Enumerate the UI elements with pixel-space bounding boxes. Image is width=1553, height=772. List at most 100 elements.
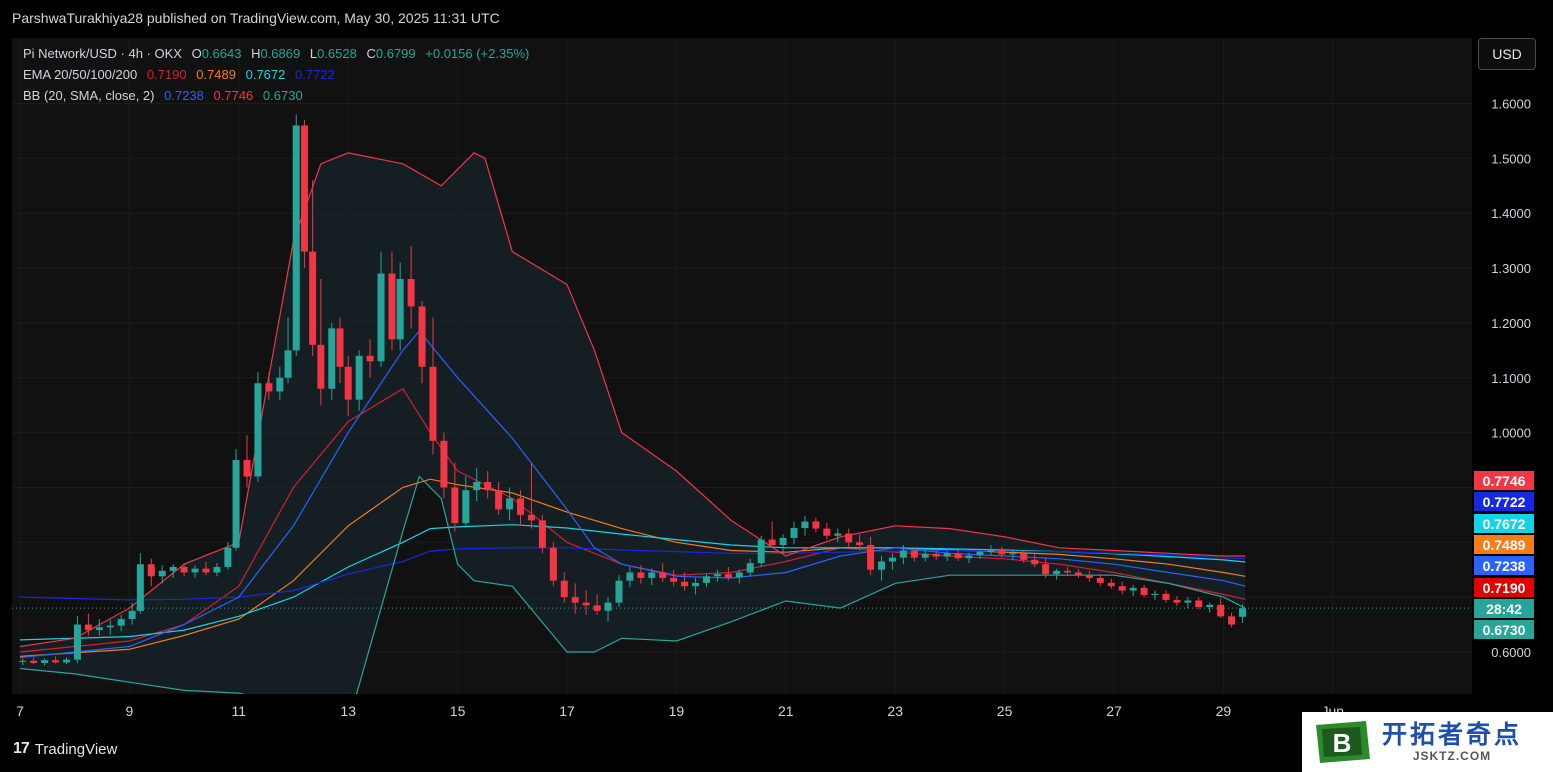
plot-layer [12, 114, 1472, 694]
candle-body [84, 624, 92, 631]
candle-body [1184, 600, 1192, 603]
candle-body [768, 539, 776, 546]
candle [735, 569, 743, 584]
legend-open: O0.6643 [191, 46, 242, 61]
candle [366, 339, 374, 378]
candle [128, 602, 136, 625]
candle [243, 435, 251, 488]
candle-body [336, 328, 344, 367]
candle [317, 279, 325, 406]
x-tick-label: 15 [450, 703, 466, 719]
candle-body [571, 597, 579, 603]
candle-body [615, 580, 623, 603]
candle-body [128, 610, 136, 620]
candle [169, 564, 177, 578]
y-tick-label: 1.6000 [1491, 97, 1531, 112]
candle-body [1173, 599, 1181, 603]
candle-body [355, 355, 363, 400]
candle [328, 322, 336, 400]
candle [713, 569, 721, 582]
candle-body [1042, 564, 1050, 575]
candle-body [1162, 593, 1170, 600]
candle-body [888, 557, 896, 562]
candle [1195, 597, 1203, 610]
x-tick-label: 27 [1106, 703, 1122, 719]
price-tag-ema100: 0.7672 [1474, 514, 1534, 533]
candle-body [1053, 570, 1061, 575]
candle [276, 366, 284, 400]
candle [1217, 598, 1225, 618]
candle-body [582, 602, 590, 606]
x-tick-label: 9 [126, 703, 134, 719]
candle [1162, 590, 1170, 603]
candle [355, 350, 363, 411]
candle [506, 487, 514, 521]
candle [117, 614, 125, 632]
currency-button[interactable]: USD [1478, 38, 1536, 70]
candle [1074, 568, 1082, 578]
candle-body [309, 251, 317, 345]
candle [779, 534, 787, 554]
candle [823, 523, 831, 540]
candle [495, 481, 503, 515]
candle [224, 542, 232, 570]
candle [888, 553, 896, 570]
candle-body [462, 490, 470, 524]
series-line-bb-basis [19, 330, 1246, 659]
price-tag-bb-basis: 0.7238 [1474, 556, 1534, 575]
x-tick-label: 11 [232, 703, 247, 719]
x-tick-label: 21 [778, 703, 794, 719]
candle-body [1074, 572, 1082, 576]
tradingview-brand[interactable]: 17 TradingView [13, 740, 117, 758]
legend-ema: EMA 20/50/100/200 0.7190 0.7489 0.7672 0… [23, 67, 341, 82]
candle-body [473, 481, 481, 491]
candle [615, 575, 623, 608]
candle-body [1228, 616, 1236, 625]
candle-body [702, 576, 710, 583]
candle-body [812, 521, 820, 529]
candle-body [757, 539, 765, 564]
candle [73, 616, 81, 663]
candle-body [1107, 582, 1115, 587]
candle-body [1096, 577, 1104, 583]
candle [746, 558, 754, 577]
candle-body [845, 533, 853, 543]
candle [692, 577, 700, 595]
candle-body [1085, 575, 1093, 578]
candle-body [328, 328, 336, 389]
candle-body [648, 572, 656, 578]
price-tag-bb-lower: 0.6730 [1474, 620, 1534, 639]
candle-body [670, 577, 678, 582]
candle [213, 563, 221, 577]
candle-body [527, 514, 535, 521]
candle-body [1031, 559, 1039, 565]
publish-header: ParshwaTurakhiya28 published on TradingV… [12, 10, 500, 26]
candle [560, 572, 568, 603]
y-tick-label: 1.0000 [1491, 426, 1531, 441]
candle-body [52, 660, 60, 663]
candle [987, 545, 995, 556]
y-tick-label: 0.6000 [1491, 645, 1531, 660]
candle-body [284, 350, 292, 378]
candle [1096, 574, 1104, 587]
price-tag-ema200: 0.7722 [1474, 492, 1534, 511]
candle-body [604, 602, 612, 611]
candle [878, 556, 886, 581]
candle-body [147, 564, 155, 577]
candle [388, 251, 396, 351]
candle [1239, 604, 1247, 624]
candle [1184, 597, 1192, 609]
candle [626, 566, 634, 588]
candle-body [1009, 553, 1017, 555]
candle-body [834, 533, 842, 536]
candle [484, 470, 492, 499]
candle-body [191, 568, 199, 573]
candle-body [202, 568, 210, 573]
candle [932, 548, 940, 560]
legend-bb-lower-value: 0.6730 [262, 88, 303, 103]
candle [62, 657, 70, 665]
series-line-bb-lower [19, 475, 1246, 694]
candle-body [1064, 570, 1072, 573]
candle [158, 565, 166, 584]
